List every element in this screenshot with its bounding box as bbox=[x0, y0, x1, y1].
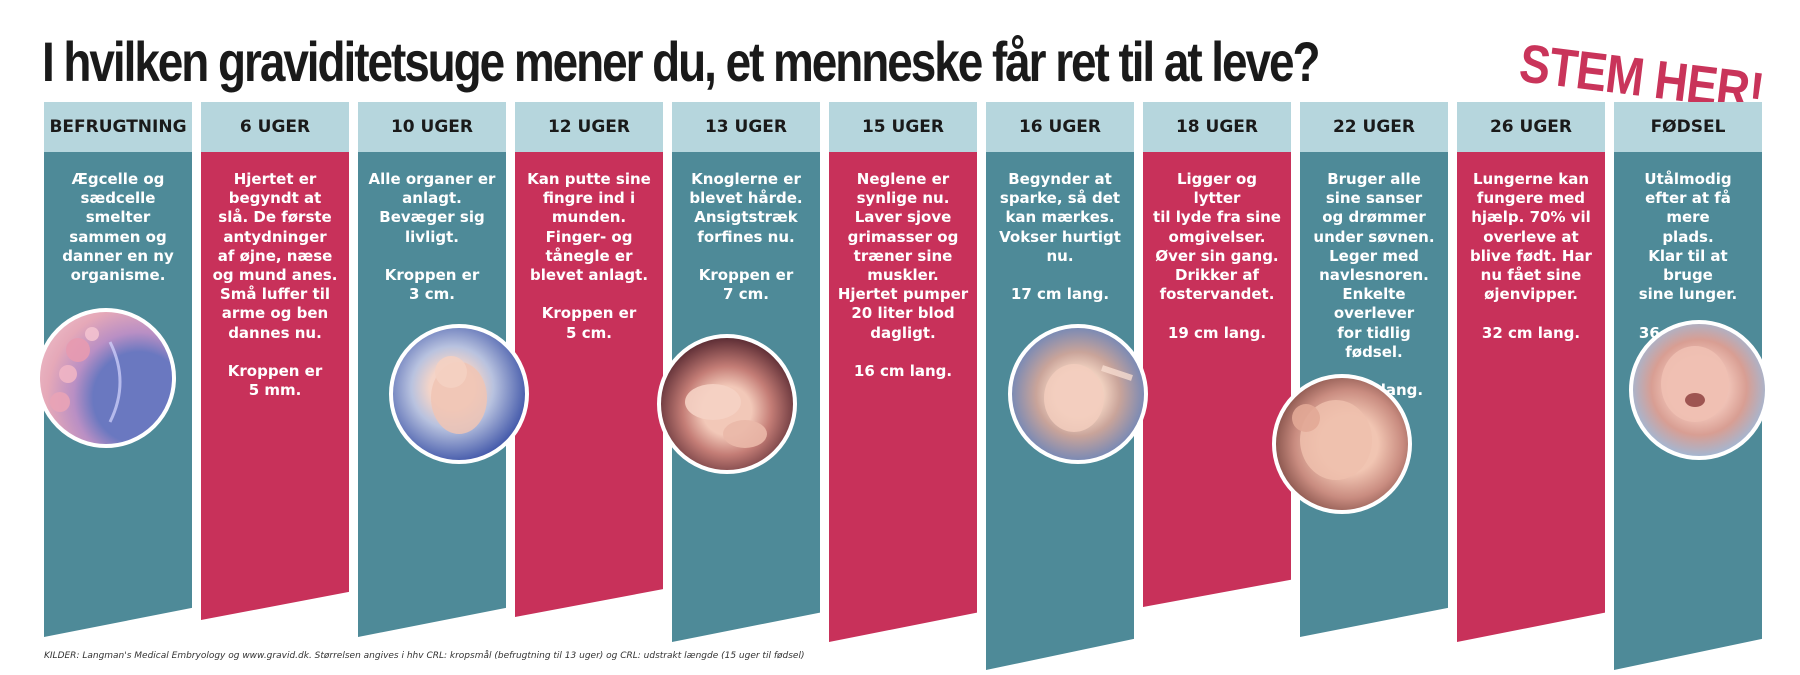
column-header: 15 UGER bbox=[829, 102, 977, 152]
newborn-baby-image bbox=[1629, 320, 1769, 460]
fetus-hands-feet-image bbox=[657, 334, 797, 474]
column-22-uger: 22 UGER Bruger alle sine sanser og drømm… bbox=[1300, 102, 1448, 637]
column-text: Hjertet er begyndt at slå. De første ant… bbox=[212, 170, 338, 400]
column-15-uger: 15 UGER Neglene er synlige nu. Laver sjo… bbox=[829, 102, 977, 642]
column-body: Ligger og lytter til lyde fra sine omgiv… bbox=[1143, 152, 1291, 607]
column-6-uger: 6 UGER Hjertet er begyndt at slå. De før… bbox=[201, 102, 349, 620]
column-18-uger: 18 UGER Ligger og lytter til lyde fra si… bbox=[1143, 102, 1291, 607]
column-header: 10 UGER bbox=[358, 102, 506, 152]
column-text: Utålmodig efter at få mere plads. Klar t… bbox=[1638, 170, 1738, 342]
column-text: Ægcelle og sædcelle smelter sammen og da… bbox=[62, 170, 174, 285]
column-header: 18 UGER bbox=[1143, 102, 1291, 152]
sources-footnote: KILDER: Langman's Medical Embryology og … bbox=[44, 651, 805, 661]
column-text: Neglene er synlige nu. Laver sjove grima… bbox=[837, 170, 969, 381]
egg-cell-fertilization-image bbox=[36, 308, 176, 448]
column-header: 26 UGER bbox=[1457, 102, 1605, 152]
column-header: 22 UGER bbox=[1300, 102, 1448, 152]
column-text: Bruger alle sine sanser og drømmer under… bbox=[1313, 170, 1435, 400]
column-header: 6 UGER bbox=[201, 102, 349, 152]
column-body: Neglene er synlige nu. Laver sjove grima… bbox=[829, 152, 977, 642]
column-text: Lungerne kan fungere med hjælp. 70% vil … bbox=[1470, 170, 1592, 342]
column-text: Knoglerne er blevet hårde. Ansigtstræk f… bbox=[689, 170, 803, 304]
column-12-uger: 12 UGER Kan putte sine fingre ind i mund… bbox=[515, 102, 663, 617]
column-header: 13 UGER bbox=[672, 102, 820, 152]
column-body: Lungerne kan fungere med hjælp. 70% vil … bbox=[1457, 152, 1605, 642]
column-text: Kan putte sine fingre ind i munden. Fing… bbox=[527, 170, 651, 342]
column-text: Ligger og lytter til lyde fra sine omgiv… bbox=[1153, 170, 1281, 342]
column-text: Begynder at sparke, så det kan mærkes. V… bbox=[999, 170, 1121, 304]
column-header: 12 UGER bbox=[515, 102, 663, 152]
column-body: Kan putte sine fingre ind i munden. Fing… bbox=[515, 152, 663, 617]
column-26-uger: 26 UGER Lungerne kan fungere med hjælp. … bbox=[1457, 102, 1605, 642]
column-header: 16 UGER bbox=[986, 102, 1134, 152]
column-header: BEFRUGTNING bbox=[44, 102, 192, 152]
page-title: I hvilken graviditetsuge mener du, et me… bbox=[42, 30, 1320, 93]
fetus-16-weeks-image bbox=[1008, 324, 1148, 464]
column-text: Alle organer er anlagt. Bevæger sig livl… bbox=[368, 170, 496, 304]
fetus-face-profile-image bbox=[1272, 374, 1412, 514]
column-header: FØDSEL bbox=[1614, 102, 1762, 152]
fetus-10-weeks-image bbox=[389, 324, 529, 464]
column-body: Hjertet er begyndt at slå. De første ant… bbox=[201, 152, 349, 620]
